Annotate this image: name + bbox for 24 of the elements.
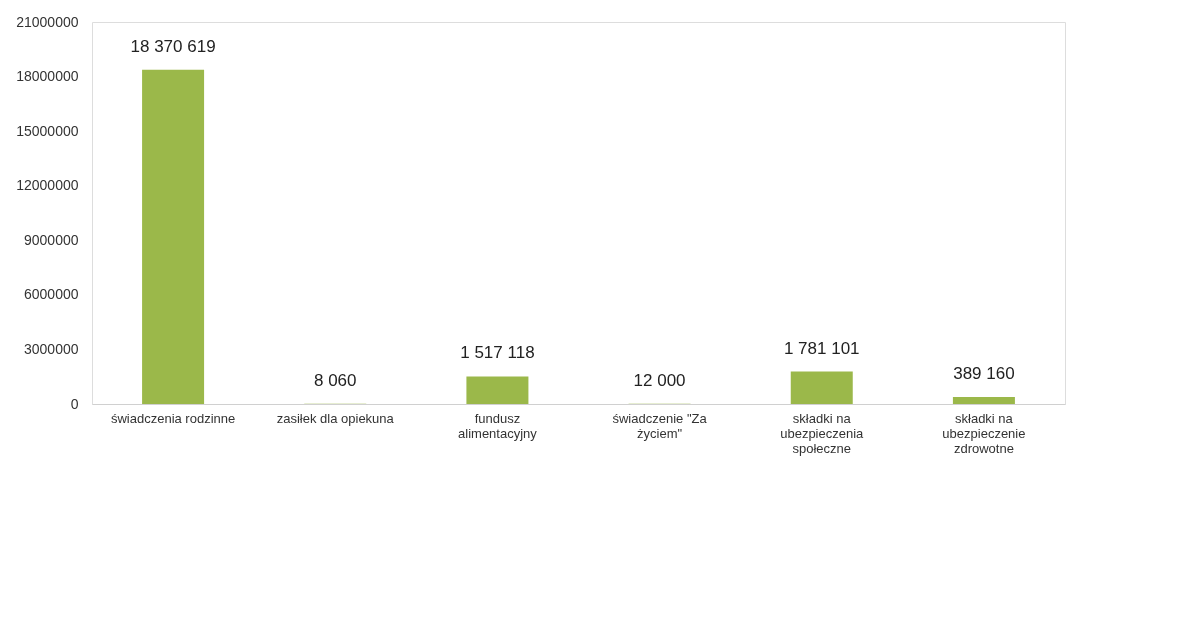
x-tick-label: składki na ubezpieczenie zdrowotne bbox=[942, 410, 1026, 456]
y-tick-label: 0 bbox=[70, 395, 79, 412]
y-tick-label: 6000000 bbox=[23, 286, 79, 303]
data-label: 1 781 101 bbox=[783, 338, 860, 358]
x-tick-label: fundusz alimentacyjny bbox=[458, 410, 538, 441]
x-tick-label: świadczenia rodzinne bbox=[110, 410, 236, 426]
x-tick-label: zasiłek dla opiekuna bbox=[276, 410, 395, 426]
x-tick-label: składki na ubezpieczenia społeczne bbox=[780, 410, 865, 456]
y-tick-label: 15000000 bbox=[16, 122, 79, 139]
y-tick-label: 21000000 bbox=[16, 13, 79, 30]
y-tick-label: 3000000 bbox=[23, 340, 79, 357]
bar bbox=[142, 69, 205, 404]
bar bbox=[952, 396, 1015, 404]
bar bbox=[466, 376, 529, 404]
y-tick-label: 18000000 bbox=[16, 68, 79, 85]
x-tick-label: świadczenie "Za życiem" bbox=[612, 410, 708, 441]
data-label: 389 160 bbox=[953, 363, 1015, 383]
bar bbox=[790, 371, 853, 404]
data-label: 12 000 bbox=[633, 370, 686, 390]
data-label: 18 370 619 bbox=[130, 36, 216, 56]
data-label: 8 060 bbox=[313, 370, 357, 390]
y-tick-label: 12000000 bbox=[16, 177, 79, 194]
y-tick-label: 9000000 bbox=[23, 231, 79, 248]
data-label: 1 517 118 bbox=[460, 343, 535, 363]
